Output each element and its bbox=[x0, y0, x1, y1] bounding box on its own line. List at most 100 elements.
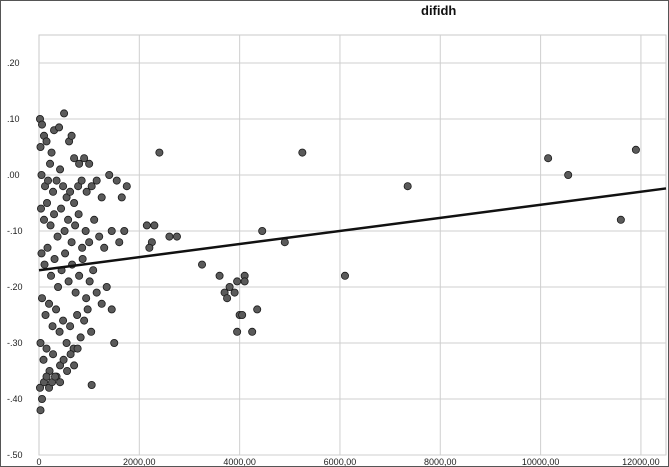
data-point bbox=[223, 294, 232, 303]
data-point bbox=[97, 193, 106, 202]
data-point bbox=[403, 182, 412, 191]
data-point bbox=[48, 322, 57, 331]
data-point bbox=[107, 226, 116, 235]
data-point bbox=[87, 380, 96, 389]
data-point bbox=[95, 232, 104, 241]
data-point bbox=[53, 232, 62, 241]
data-point bbox=[92, 176, 101, 185]
data-point bbox=[631, 145, 640, 154]
x-tick-label: 10000,00 bbox=[522, 457, 560, 466]
data-point bbox=[253, 305, 262, 314]
data-point bbox=[62, 338, 71, 347]
data-point bbox=[198, 260, 207, 269]
data-point bbox=[37, 170, 46, 179]
data-point bbox=[42, 344, 51, 353]
data-point bbox=[165, 232, 174, 241]
data-point bbox=[230, 288, 239, 297]
data-point bbox=[100, 243, 109, 252]
data-point bbox=[82, 187, 91, 196]
data-point bbox=[66, 322, 75, 331]
data-point bbox=[238, 310, 247, 319]
y-tick-label: -.30 bbox=[7, 338, 23, 348]
data-point bbox=[564, 170, 573, 179]
data-point bbox=[105, 170, 114, 179]
y-tick-label: -.10 bbox=[7, 226, 23, 236]
data-point bbox=[41, 310, 50, 319]
data-point bbox=[71, 288, 80, 297]
data-point bbox=[240, 277, 249, 286]
data-point bbox=[75, 271, 84, 280]
data-point bbox=[112, 176, 121, 185]
data-point bbox=[60, 109, 69, 118]
data-point bbox=[87, 327, 96, 336]
data-point bbox=[225, 282, 234, 291]
data-point bbox=[49, 187, 58, 196]
data-point bbox=[85, 159, 94, 168]
data-point bbox=[117, 193, 126, 202]
data-point bbox=[59, 182, 68, 191]
data-point bbox=[40, 260, 49, 269]
chart-title: difidh bbox=[421, 3, 456, 18]
data-point bbox=[39, 355, 48, 364]
plot-area-border bbox=[38, 34, 667, 456]
data-point bbox=[90, 215, 99, 224]
data-point bbox=[258, 226, 267, 235]
data-point bbox=[36, 338, 45, 347]
data-point bbox=[115, 238, 124, 247]
data-point bbox=[81, 226, 90, 235]
data-point bbox=[122, 182, 131, 191]
data-point bbox=[85, 277, 94, 286]
data-point bbox=[73, 310, 82, 319]
data-point bbox=[150, 221, 159, 230]
data-point bbox=[92, 288, 101, 297]
data-point bbox=[71, 221, 80, 230]
data-point bbox=[340, 271, 349, 280]
y-tick-label: .00 bbox=[7, 170, 20, 180]
y-tick-label: -.40 bbox=[7, 394, 23, 404]
fit-line bbox=[38, 187, 667, 272]
data-point bbox=[120, 226, 129, 235]
data-point bbox=[97, 299, 106, 308]
data-point bbox=[38, 294, 47, 303]
data-point bbox=[74, 210, 83, 219]
data-point bbox=[67, 238, 76, 247]
data-point bbox=[60, 226, 69, 235]
data-points bbox=[36, 109, 640, 415]
data-point bbox=[55, 123, 64, 132]
data-point bbox=[75, 159, 84, 168]
data-point bbox=[616, 215, 625, 224]
data-point bbox=[52, 305, 61, 314]
data-point bbox=[83, 305, 92, 314]
data-point bbox=[70, 198, 79, 207]
data-point bbox=[50, 254, 59, 263]
fit-line-group bbox=[38, 187, 667, 272]
data-point bbox=[37, 204, 46, 213]
data-point bbox=[82, 294, 91, 303]
data-point bbox=[36, 142, 45, 151]
data-point bbox=[145, 243, 154, 252]
data-point bbox=[42, 372, 51, 381]
data-point bbox=[102, 282, 111, 291]
data-point bbox=[172, 232, 181, 241]
data-point bbox=[47, 148, 56, 157]
x-tick-label: 6000,00 bbox=[324, 457, 357, 466]
data-point bbox=[49, 350, 58, 359]
data-point bbox=[70, 154, 79, 163]
x-tick-label: 8000,00 bbox=[424, 457, 457, 466]
data-point bbox=[40, 215, 49, 224]
data-point bbox=[62, 193, 71, 202]
data-point bbox=[63, 366, 72, 375]
data-point bbox=[36, 383, 45, 392]
y-axis-ticks: .20 .10 .00 -.10 -.20 -.30 -.40 -.50 bbox=[7, 58, 23, 460]
data-point bbox=[44, 176, 53, 185]
data-point bbox=[80, 316, 89, 325]
data-point bbox=[298, 148, 307, 157]
data-point bbox=[77, 176, 86, 185]
data-point bbox=[56, 378, 65, 387]
data-point bbox=[55, 327, 64, 336]
data-point bbox=[233, 327, 242, 336]
data-point bbox=[64, 215, 73, 224]
data-point bbox=[74, 182, 83, 191]
data-point bbox=[56, 361, 65, 370]
